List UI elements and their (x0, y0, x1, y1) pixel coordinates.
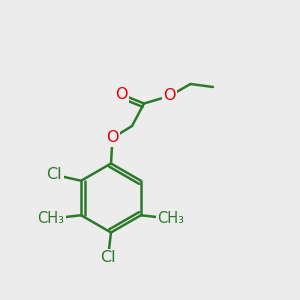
Text: O: O (115, 87, 128, 102)
Text: CH₃: CH₃ (38, 211, 64, 226)
Text: O: O (163, 88, 176, 104)
Text: O: O (106, 130, 119, 146)
Text: Cl: Cl (46, 167, 62, 182)
Text: CH₃: CH₃ (158, 211, 184, 226)
Text: Cl: Cl (100, 250, 116, 266)
